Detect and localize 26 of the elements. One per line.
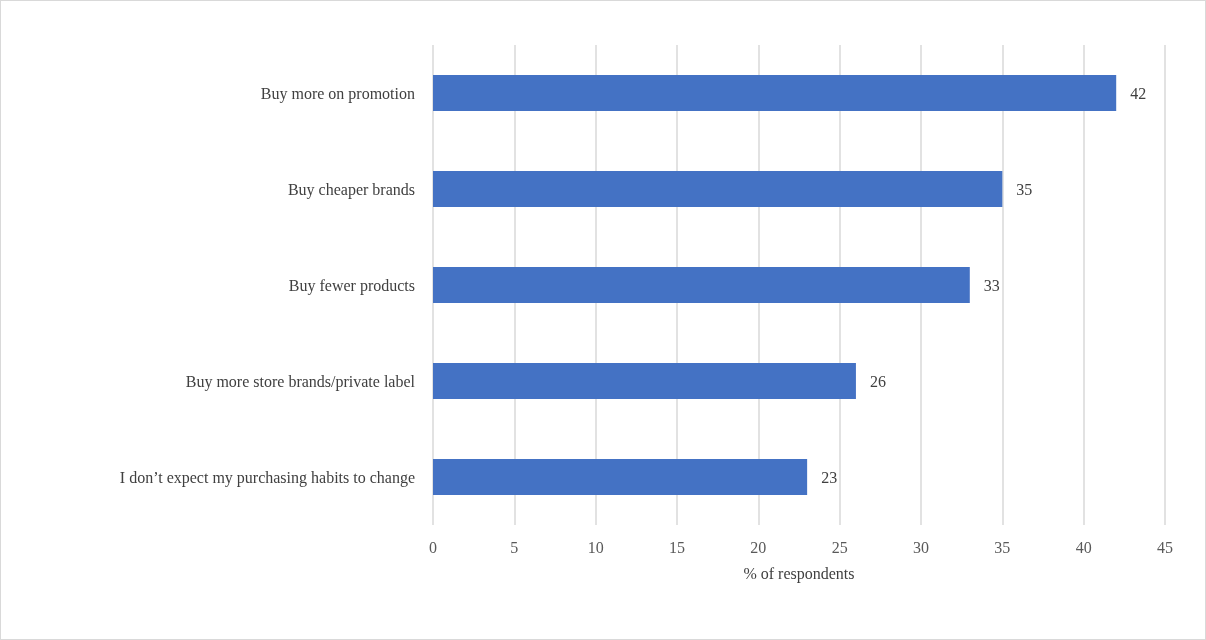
- bar: [433, 171, 1003, 207]
- x-tick-label: 10: [587, 538, 604, 556]
- x-tick-label: 30: [913, 538, 929, 556]
- y-tick-label: Buy cheaper brands: [287, 180, 415, 199]
- bar: [433, 363, 856, 399]
- data-label: 23: [821, 468, 838, 486]
- data-label: 26: [869, 372, 886, 390]
- data-label: 35: [1016, 180, 1033, 198]
- x-tick-label: 0: [429, 538, 437, 556]
- x-tick-label: 5: [510, 538, 519, 556]
- x-tick-label: 15: [669, 538, 685, 556]
- x-axis-title: % of respondents: [743, 564, 855, 583]
- x-tick-label: 45: [1157, 538, 1173, 556]
- bar: [433, 267, 970, 303]
- x-tick-label: 35: [994, 538, 1011, 556]
- y-tick-label: Buy more on promotion: [260, 84, 415, 103]
- y-tick-label: Buy fewer products: [288, 276, 415, 295]
- x-tick-label: 40: [1075, 538, 1092, 556]
- data-label: 42: [1130, 84, 1147, 102]
- x-tick-label: 20: [750, 538, 767, 556]
- data-label: 33: [983, 276, 1000, 294]
- x-tick-label: 25: [831, 538, 848, 556]
- bar: [433, 75, 1117, 111]
- bar: [433, 459, 808, 495]
- y-tick-label: I don’t expect my purchasing habits to change: [119, 468, 415, 487]
- y-tick-label: Buy more store brands/private label: [185, 372, 416, 391]
